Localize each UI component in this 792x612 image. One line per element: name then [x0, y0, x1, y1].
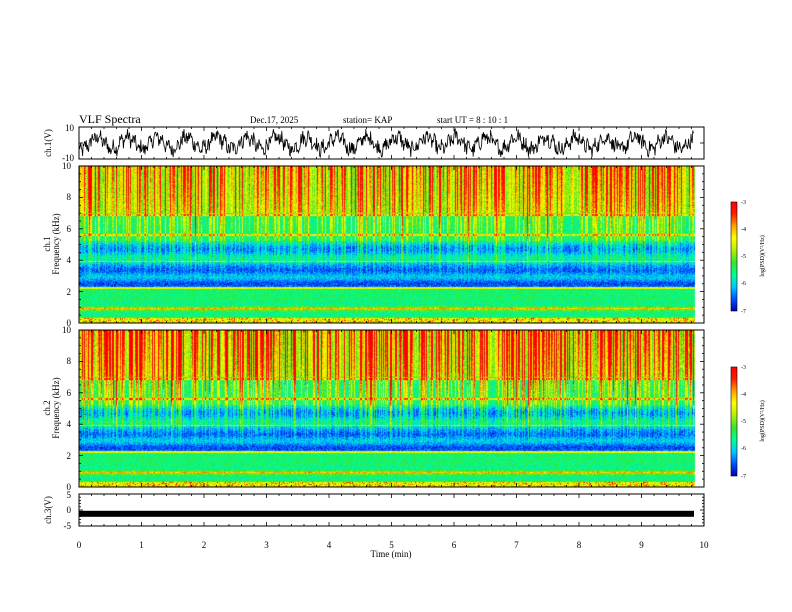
- ch2-freq-tick-8: 8: [67, 356, 72, 366]
- ch3-ytick-m5: -5: [64, 521, 72, 531]
- ch1-waveform-line: [78, 127, 694, 159]
- ch2-freq-tick-6: 6: [67, 388, 72, 398]
- time-tick-3: 3: [264, 540, 269, 550]
- ch1-cb-tick-m7: -7: [741, 309, 746, 315]
- ch3-waveform-trace: [79, 510, 694, 517]
- ch1-cb-tick-m6: -6: [741, 281, 746, 287]
- ch1-spectrogram-image: [79, 166, 704, 323]
- ch1-waveform-panel: 10 -10 ch.1(V): [43, 123, 705, 163]
- ch1-waveform-ticks: [78, 126, 705, 160]
- ch2-freq-tick-2: 2: [67, 451, 72, 461]
- time-tick-1: 1: [139, 540, 144, 550]
- ch1-cb-tick-m3: -3: [741, 200, 746, 206]
- time-tick-2: 2: [202, 540, 207, 550]
- ch3-ytick-0: 0: [67, 505, 72, 515]
- time-tick-4: 4: [327, 540, 332, 550]
- time-tick-6: 6: [452, 540, 457, 550]
- time-tick-10: 10: [700, 540, 710, 550]
- ch2-cb-tick-m4: -4: [741, 392, 746, 398]
- ch2-freq-tick-0: 0: [67, 482, 72, 492]
- figure-title: VLF Spectra: [79, 112, 141, 126]
- ch1-spectrogram-panel: 0 2 4 6 8 10 ch.1 Frequency (kHz): [42, 161, 705, 328]
- time-axis: 0 1 2 3 4 5 6 7 8 9 10 Time (min): [77, 540, 709, 559]
- time-tick-5: 5: [389, 540, 394, 550]
- station-label: station= KAP: [343, 115, 392, 125]
- ch2-channel-label: ch.2: [42, 400, 52, 415]
- ch2-freq-tick-4: 4: [67, 419, 72, 429]
- ch1-freq-tick-2: 2: [67, 287, 72, 297]
- ch1-cb-tick-m4: -4: [741, 227, 746, 233]
- time-tick-8: 8: [577, 540, 582, 550]
- ch2-cb-tick-m5: -5: [741, 419, 746, 425]
- time-tick-0: 0: [77, 540, 82, 550]
- ch1-freq-tick-6: 6: [67, 224, 72, 234]
- ch2-spectrogram-ticks: [78, 329, 705, 488]
- ch3-waveform-frame: [78, 493, 705, 527]
- ch3-ytick-5: 5: [67, 490, 72, 500]
- date-label: Dec.17, 2025: [250, 115, 299, 125]
- ch2-spectrogram-image: [79, 330, 704, 487]
- ch1-spectrogram-ticks: [78, 165, 705, 324]
- ch1-cb-tick-m5: -5: [741, 254, 746, 260]
- ch2-freq-tick-10: 10: [62, 325, 72, 335]
- ch1-colorbar: -3 -4 -5 -6 -7 log(PSD)(V²/Hz): [730, 200, 766, 315]
- ch2-spectrogram-panel: 0 2 4 6 8 10 ch.2 Frequency (kHz): [42, 325, 705, 492]
- ch2-colorbar-label: log(PSD)(V²/Hz): [759, 400, 766, 441]
- ch1-frequency-label: Frequency (kHz): [51, 213, 61, 274]
- ch3-waveform-ylabel: ch.3(V): [43, 496, 53, 524]
- ch1-freq-tick-4: 4: [67, 255, 72, 265]
- start-ut-label: start UT = 8 : 10 : 1: [437, 115, 508, 125]
- ch1-channel-label: ch.1: [42, 236, 52, 251]
- ch3-waveform-ticks: [78, 493, 705, 527]
- ch1-ytick-bottom: -10: [62, 153, 74, 163]
- ch3-waveform-panel: 5 0 -5 ch.3(V): [43, 490, 705, 531]
- ch2-cb-tick-m6: -6: [741, 446, 746, 452]
- ch1-ytick-top: 10: [65, 123, 75, 133]
- ch1-waveform-ylabel: ch.1(V): [43, 129, 53, 157]
- ch2-cb-tick-m7: -7: [741, 474, 746, 480]
- time-tick-9: 9: [639, 540, 644, 550]
- ch2-colorbar-bar: [730, 366, 738, 477]
- time-tick-7: 7: [514, 540, 519, 550]
- ch1-freq-tick-0: 0: [67, 318, 72, 328]
- ch2-frequency-label: Frequency (kHz): [51, 377, 61, 438]
- time-axis-label: Time (min): [371, 549, 412, 559]
- ch1-freq-tick-10: 10: [62, 161, 72, 171]
- ch2-cb-tick-m3: -3: [741, 365, 746, 371]
- ch1-freq-tick-8: 8: [67, 192, 72, 202]
- ch1-colorbar-label: log(PSD)(V²/Hz): [759, 235, 766, 276]
- ch1-colorbar-bar: [730, 201, 738, 312]
- ch2-colorbar: -3 -4 -5 -6 -7 log(PSD)(V²/Hz): [730, 365, 766, 480]
